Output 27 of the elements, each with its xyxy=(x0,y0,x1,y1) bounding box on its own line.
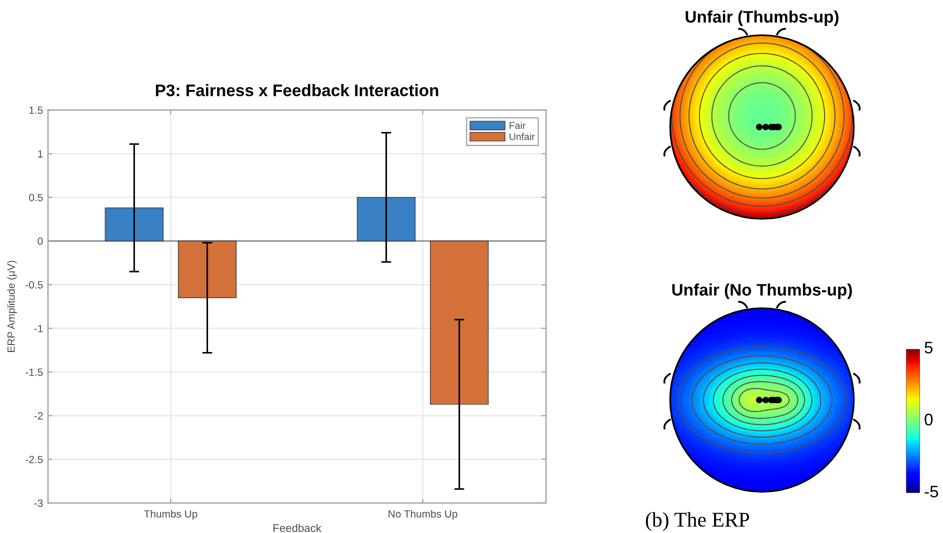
y-tick-label: 1.5 xyxy=(29,106,43,114)
text: 0 xyxy=(924,414,933,426)
legend-label: Fair xyxy=(510,122,526,129)
chart-title: P3: Fairness x Feedback Interaction xyxy=(156,84,438,96)
x-tick-label: Thumbs Up xyxy=(144,510,198,520)
x-tick-label: No Thumbs Up xyxy=(388,510,458,520)
x-axis-title: Feedback xyxy=(274,524,322,532)
y-tick-label: 0.5 xyxy=(29,194,43,202)
text: Unfair (Thumbs-up) xyxy=(686,10,838,26)
y-tick-label: -3 xyxy=(34,500,43,507)
text: (b) The ERP xyxy=(646,512,750,531)
y-axis-title: ERP Amplitude (μV) xyxy=(7,260,17,352)
text: Unfair (No Thumbs-up) xyxy=(672,283,852,299)
y-tick-label: -0.5 xyxy=(26,281,43,289)
bar xyxy=(356,196,416,242)
text: 5 xyxy=(924,342,933,354)
bar xyxy=(178,240,237,298)
y-tick-label: -2 xyxy=(34,412,43,420)
y-tick-label: -1 xyxy=(34,324,43,332)
y-tick-label: 0 xyxy=(38,238,43,245)
y-tick-label: 1 xyxy=(38,150,43,158)
y-tick-label: -1.5 xyxy=(26,368,43,376)
text: -5 xyxy=(924,486,938,498)
legend-label: Unfair xyxy=(510,132,535,140)
bar xyxy=(104,207,164,242)
y-tick-label: -2.5 xyxy=(26,456,43,464)
bar xyxy=(430,240,489,405)
